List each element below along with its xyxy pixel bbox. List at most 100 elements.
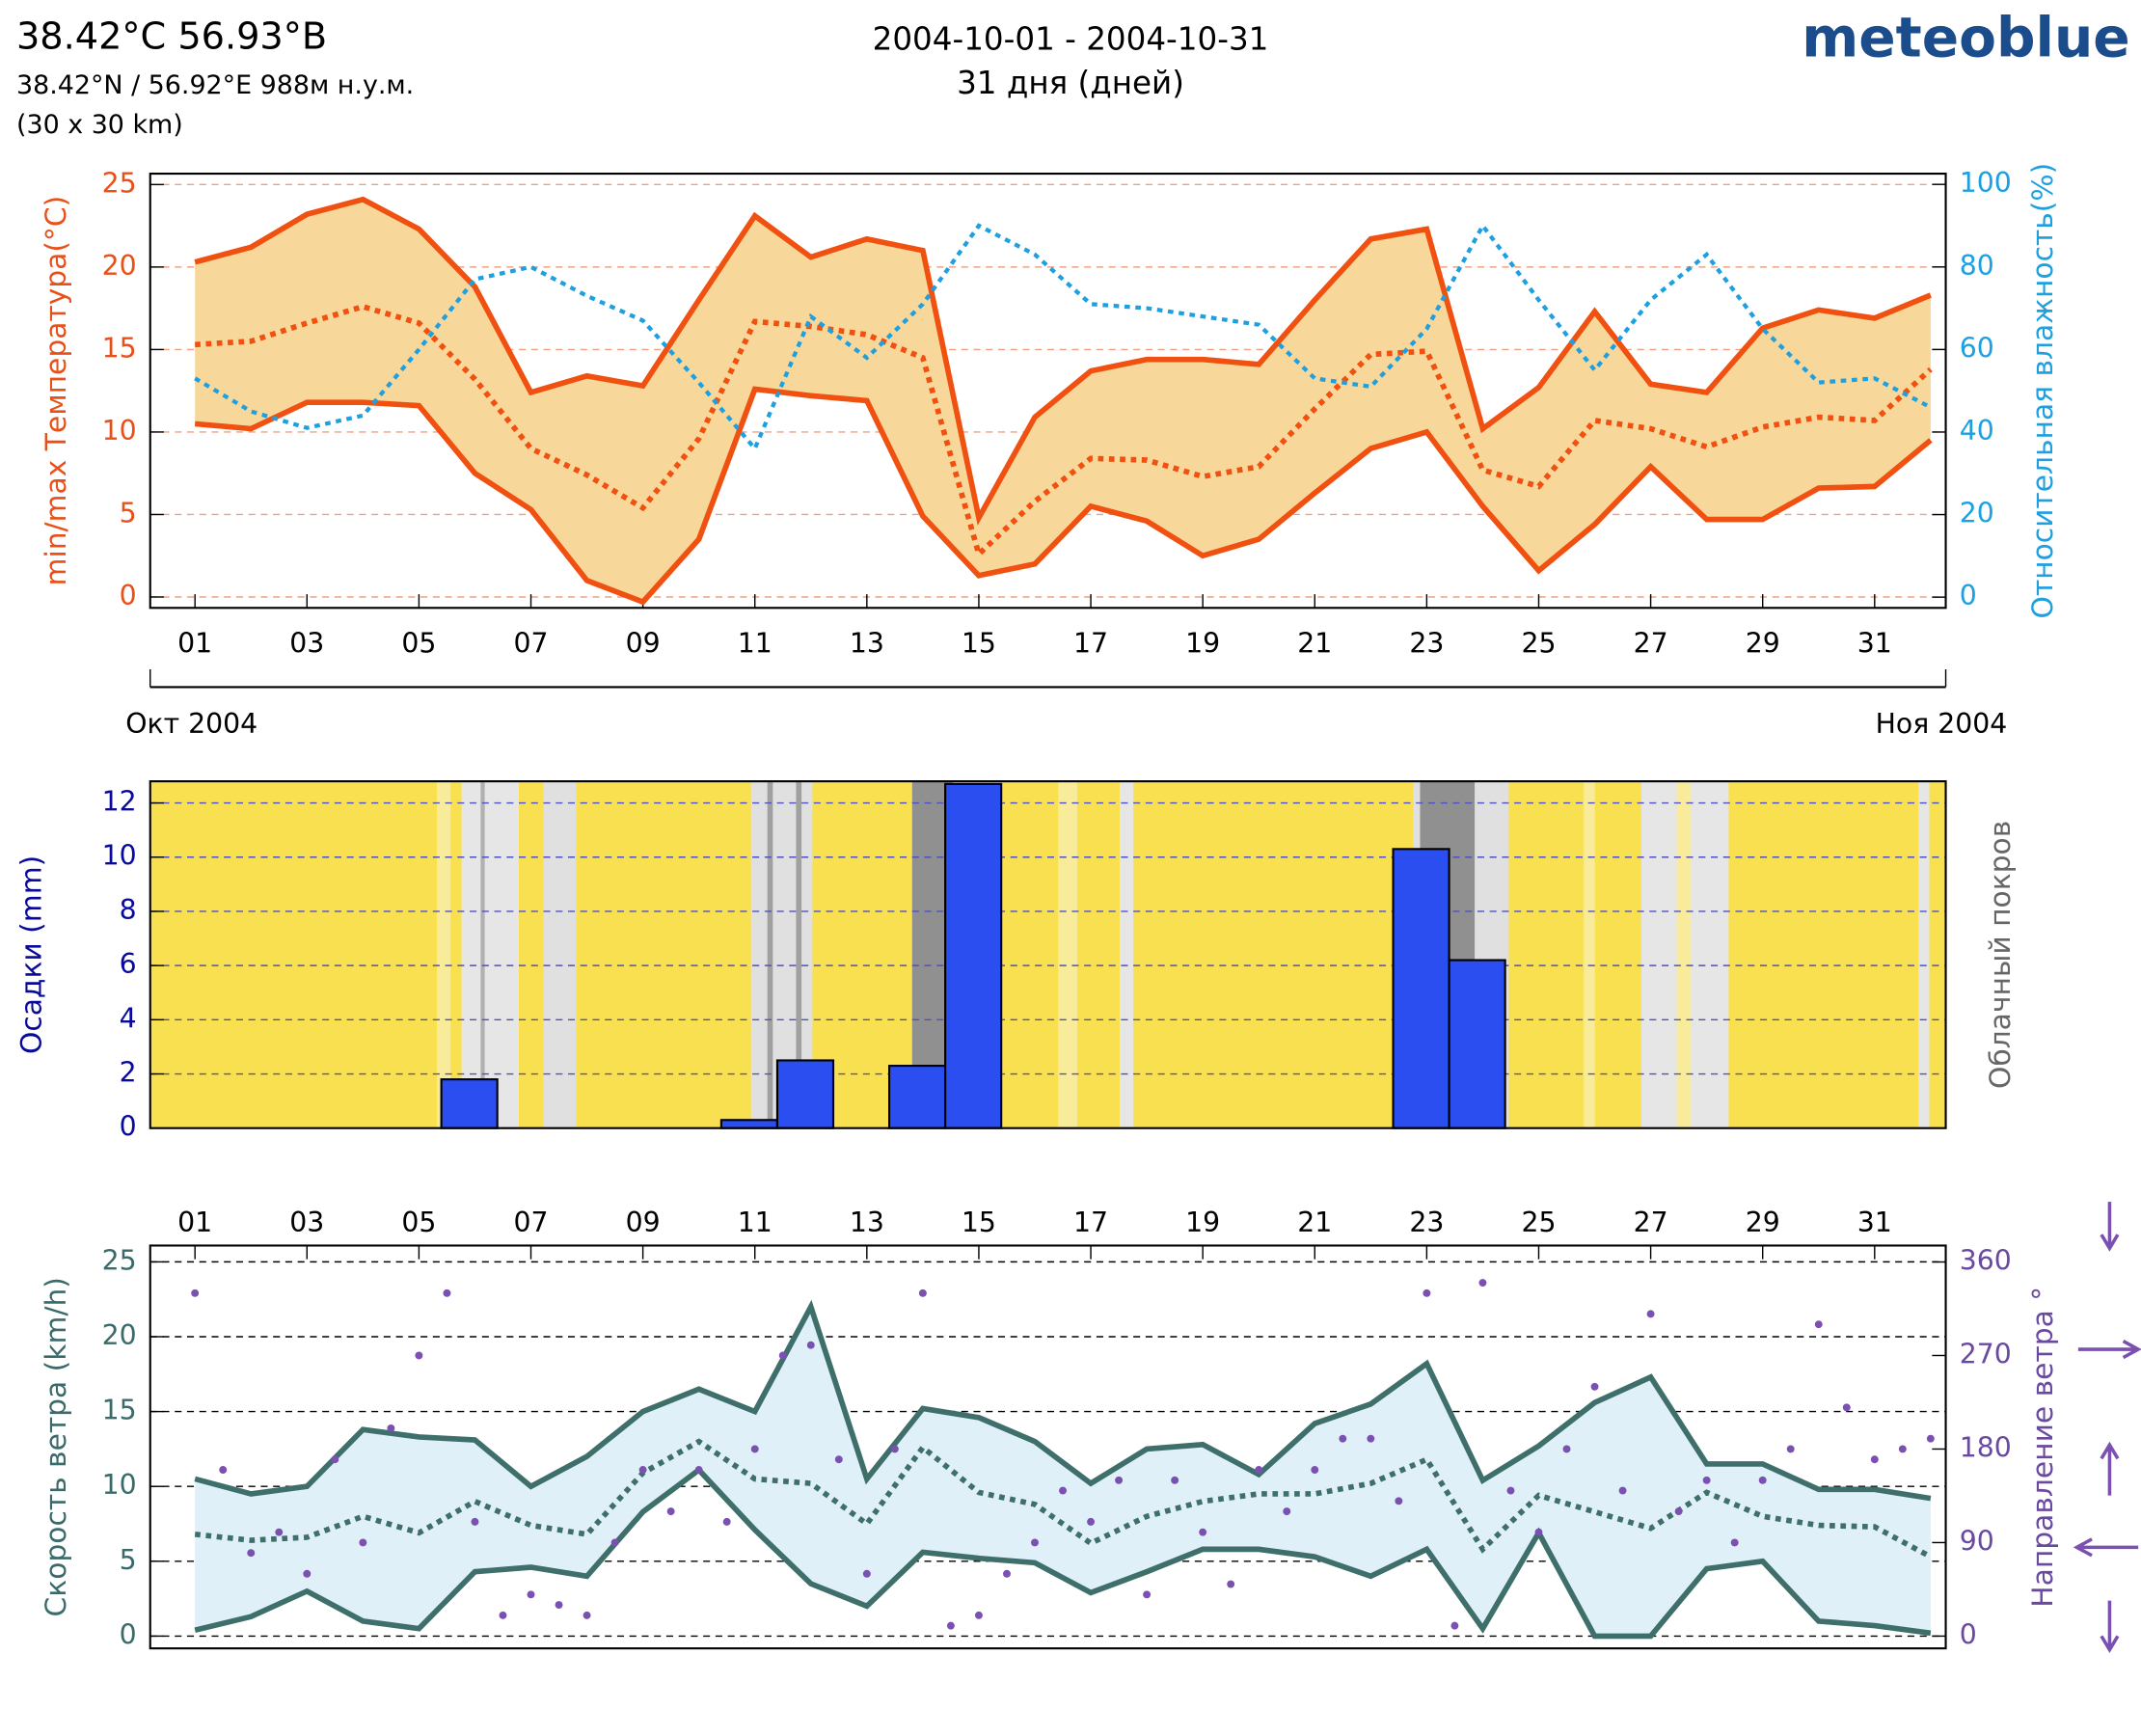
arrow-south	[2100, 1202, 2120, 1252]
wind-direction-dot	[303, 1569, 312, 1578]
y-tick-label: 20	[102, 1319, 137, 1351]
wind-direction-dot	[1059, 1486, 1067, 1495]
wind-direction-dot	[471, 1517, 479, 1526]
wind-direction-dot	[1283, 1507, 1291, 1516]
wind-direction-dot	[722, 1517, 731, 1526]
wind-direction-dot	[1590, 1382, 1599, 1391]
y-tick-label: 5	[120, 1544, 137, 1576]
y2-tick-label: 360	[1960, 1244, 2012, 1276]
y2-tick-label: 60	[1960, 332, 1994, 364]
y2-axis-label: Направление ветра °	[2026, 1287, 2060, 1608]
wind-direction-dot	[527, 1590, 535, 1599]
x-tick-label: 01	[177, 628, 212, 660]
month-label: Окт 2004	[125, 708, 257, 740]
y2-tick-label: 270	[1960, 1338, 2012, 1370]
y2-tick-label: 0	[1960, 580, 1977, 611]
series-line	[194, 222, 1932, 453]
series-line	[194, 196, 1932, 526]
wind-direction-dot	[862, 1569, 871, 1578]
period: 2004-10-01 - 2004-10-31	[873, 21, 1269, 58]
x-tick-label: 27	[1634, 1207, 1668, 1238]
cloud-band	[1058, 781, 1078, 1128]
range-band	[195, 1306, 1931, 1637]
wind-direction-dot	[1898, 1445, 1907, 1453]
plot-frame	[149, 1244, 1947, 1650]
month-label: Ноя 2004	[1876, 708, 2008, 740]
days-count: 31 дня (дней)	[957, 65, 1184, 101]
x-tick-label: 09	[626, 628, 661, 660]
wind-direction-dot	[331, 1455, 339, 1464]
wind-direction-dot	[415, 1351, 423, 1360]
arrow-north	[2100, 1441, 2120, 1496]
cloud-band	[437, 781, 451, 1128]
wind-direction-dot	[1870, 1455, 1879, 1464]
y2-tick-label: 0	[1960, 1618, 1977, 1650]
x-tick-label: 17	[1073, 628, 1108, 660]
wind-direction-dot	[583, 1611, 591, 1619]
wind-direction-dot	[974, 1611, 983, 1619]
wind-direction-dot	[1367, 1434, 1375, 1443]
wind-direction-dot	[638, 1466, 647, 1474]
location-title: 38.42°C 56.93°В	[16, 15, 327, 58]
arrow-west	[2073, 1537, 2139, 1558]
wind-direction-dot	[1562, 1445, 1571, 1453]
x-tick-label: 21	[1297, 1207, 1332, 1238]
x-tick-label: 25	[1521, 1207, 1556, 1238]
cloud-band	[1584, 781, 1595, 1128]
y2-tick-label: 80	[1960, 250, 1994, 282]
x-tick-label: 11	[738, 1207, 772, 1238]
wind-direction-dot	[219, 1466, 228, 1474]
y-tick-label: 12	[102, 786, 137, 818]
x-tick-label: 05	[401, 628, 436, 660]
wind-direction-dot	[1758, 1476, 1767, 1484]
y-tick-label: 15	[102, 1395, 137, 1426]
wind-direction-dot	[1674, 1507, 1683, 1516]
wind-direction-dot	[1702, 1476, 1711, 1484]
wind-direction-dot	[806, 1341, 815, 1349]
wind-direction-dot	[1087, 1517, 1096, 1526]
precip-bar	[719, 1119, 779, 1129]
series-line	[194, 1299, 1932, 1502]
wind-direction-dot	[1227, 1580, 1235, 1588]
direction-arrows	[2073, 1202, 2141, 1653]
cloud-band	[543, 781, 577, 1128]
wind-direction-dot	[1814, 1320, 1823, 1329]
x-tick-label: 19	[1185, 1207, 1220, 1238]
wind-direction-dot	[1730, 1538, 1739, 1547]
wind-direction-dot	[275, 1528, 284, 1536]
chart: 0 2 4 6 8 10 12 Осадки (mm) Облачный покров	[14, 780, 2018, 1143]
plot-frame	[149, 780, 1947, 1129]
precip-bar	[1448, 959, 1506, 1129]
wind-direction-dot	[750, 1445, 759, 1453]
cloud-band	[1119, 781, 1134, 1128]
wind-direction-dot	[1423, 1288, 1431, 1297]
x-tick-label: 27	[1634, 628, 1668, 660]
x-tick-label: 15	[962, 628, 996, 660]
y-tick-label: 0	[120, 580, 137, 611]
x-tick-label: 17	[1073, 1207, 1108, 1238]
x-tick-label: 23	[1409, 1207, 1444, 1238]
x-tick-label: 07	[514, 1207, 549, 1238]
wind-direction-dot	[666, 1507, 675, 1516]
precip-bar	[944, 782, 1003, 1129]
y-axis-label: Скорость ветра (km/h)	[40, 1277, 73, 1616]
x-tick-label: 09	[626, 1207, 661, 1238]
arrow-east	[2077, 1340, 2141, 1360]
wind-direction-dot	[1646, 1310, 1655, 1318]
wind-direction-dot	[247, 1549, 256, 1558]
wind-direction-dot	[1786, 1445, 1795, 1453]
x-tick-label: 03	[289, 1207, 324, 1238]
cloud-band	[480, 781, 485, 1128]
range-band	[195, 199, 1931, 603]
wind-direction-dot	[387, 1424, 395, 1432]
grid-size: (30 x 30 km)	[16, 110, 183, 140]
wind-direction-dot	[778, 1351, 787, 1360]
precip-bar	[887, 1065, 947, 1129]
wind-direction-dot	[1115, 1476, 1124, 1484]
x-tick-label: 13	[850, 628, 884, 660]
y2-tick-label: 20	[1960, 498, 1994, 529]
wind-direction-dot	[499, 1611, 507, 1619]
y2-tick-label: 90	[1960, 1525, 1994, 1557]
x-tick-label: 29	[1746, 1207, 1780, 1238]
